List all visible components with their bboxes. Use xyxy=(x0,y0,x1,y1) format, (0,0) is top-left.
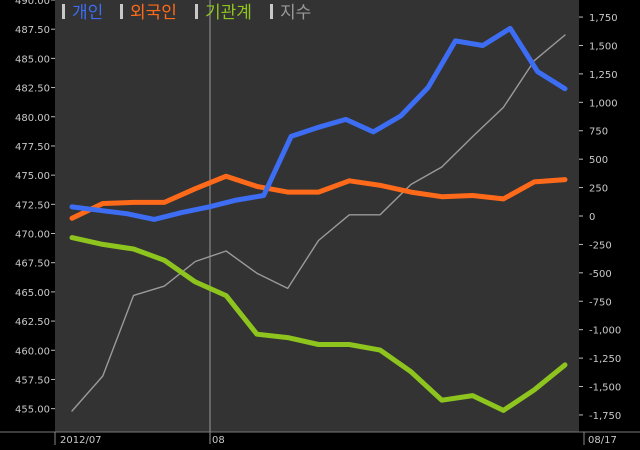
right-tick-label: -750 xyxy=(589,297,612,308)
legend-marker xyxy=(270,4,273,19)
left-tick-label: 475.00 xyxy=(15,171,50,182)
series-layer xyxy=(69,25,568,413)
left-tick-label: 482.50 xyxy=(15,84,50,95)
right-tick-label: 1,000 xyxy=(589,98,618,109)
series-line-individual xyxy=(69,25,568,222)
right-tick-label: -250 xyxy=(589,240,612,251)
legend-marker xyxy=(195,4,198,19)
right-tick-label: 0 xyxy=(589,212,595,223)
legend-label: 기관계 xyxy=(205,3,252,23)
right-axis: 1,750 1,500 1,250 1,000 750 500 250 0 -250 -500 -7… xyxy=(579,13,621,422)
series-line-institution xyxy=(69,235,568,413)
left-tick-label: 490.00 xyxy=(15,0,50,7)
left-tick-label: 480.00 xyxy=(15,113,50,124)
legend-label: 지수 xyxy=(280,3,311,23)
x-tick-label: 08 xyxy=(212,435,225,446)
left-tick-label: 462.50 xyxy=(15,317,50,328)
x-tick-label: 2012/07 xyxy=(60,435,102,446)
legend: 개인 외국인 기관계 지수 xyxy=(62,3,311,23)
x-tick-label: 08/17 xyxy=(588,435,617,446)
right-tick-label: 750 xyxy=(589,127,608,138)
left-tick-label: 465.00 xyxy=(15,288,50,299)
left-tick-label: 485.00 xyxy=(15,54,50,65)
left-tick-label: 460.00 xyxy=(15,346,50,357)
legend-marker xyxy=(120,4,123,19)
right-tick-label: -1,000 xyxy=(589,326,621,337)
left-tick-label: 487.50 xyxy=(15,25,50,36)
right-tick-label: -1,500 xyxy=(589,383,621,394)
x-axis: 2012/07 08 08/17 xyxy=(54,432,617,446)
left-tick-label: 470.00 xyxy=(15,230,50,241)
right-tick-label: -1,750 xyxy=(589,411,621,422)
left-tick-label: 457.50 xyxy=(15,375,50,386)
left-tick-label: 467.50 xyxy=(15,259,50,270)
left-tick-label: 477.50 xyxy=(15,142,50,153)
series-line-index xyxy=(71,34,566,412)
series-line-foreign xyxy=(69,173,568,221)
right-tick-label: 1,250 xyxy=(589,70,618,81)
right-tick-label: 250 xyxy=(589,184,608,195)
legend-label: 외국인 xyxy=(130,3,177,23)
right-tick-label: 1,750 xyxy=(589,13,618,24)
legend-label: 개인 xyxy=(72,3,103,23)
right-tick-label: 1,500 xyxy=(589,41,618,52)
left-axis: 490.00 487.50 485.00 482.50 480.00 477.50 475.… xyxy=(15,0,55,416)
left-tick-label: 455.00 xyxy=(15,405,50,416)
left-tick-label: 472.50 xyxy=(15,200,50,211)
right-tick-label: -1,250 xyxy=(589,354,621,365)
right-tick-label: 500 xyxy=(589,155,608,166)
right-tick-label: -500 xyxy=(589,269,612,280)
legend-marker xyxy=(62,4,65,19)
